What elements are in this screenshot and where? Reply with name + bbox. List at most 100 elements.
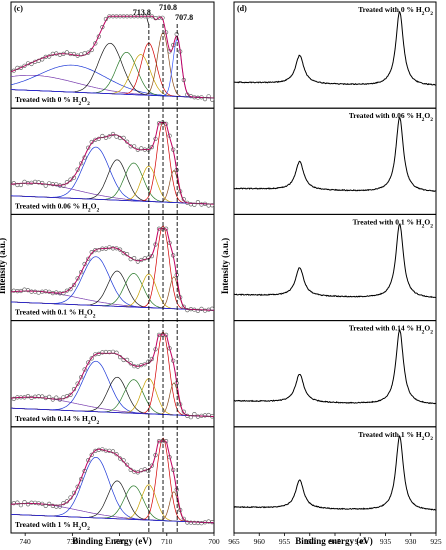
data-point xyxy=(199,202,204,207)
x-tick-label: 720 xyxy=(114,537,126,546)
data-point xyxy=(89,47,94,53)
data-point xyxy=(114,134,119,139)
data-point xyxy=(178,507,183,513)
data-point xyxy=(89,452,94,458)
data-point xyxy=(178,189,183,194)
panel-c-fe2p: Treated with 0 % H2O2 Treated with 0.06 %… xyxy=(10,1,220,546)
peak-annotation: 713.8 xyxy=(133,8,151,17)
data-point xyxy=(178,49,183,54)
panel-c-subplot: Treated with 1 % H2O2 xyxy=(10,426,215,534)
data-point xyxy=(11,288,16,293)
data-point xyxy=(149,356,154,362)
x-tick-label: 965 xyxy=(228,537,240,546)
data-point xyxy=(135,259,140,264)
data-point xyxy=(54,51,59,56)
component-peak xyxy=(11,376,215,417)
data-point xyxy=(25,502,31,507)
data-point xyxy=(93,248,98,253)
data-point xyxy=(25,61,31,66)
data-point xyxy=(156,226,162,231)
x-tick-label: 730 xyxy=(67,537,79,546)
fitted-envelope xyxy=(10,228,215,311)
series-label: Treated with 1 % H2O2 xyxy=(15,520,90,532)
x-tick-label: 940 xyxy=(355,537,367,546)
x-tick-label: 935 xyxy=(380,537,392,546)
data-point xyxy=(93,448,98,454)
data-point xyxy=(78,52,84,57)
panel-d-subplot: Treated with 0.1 % H2O2 xyxy=(233,213,437,322)
data-point xyxy=(178,295,183,300)
data-point xyxy=(15,182,20,188)
data-point xyxy=(68,177,73,182)
data-point xyxy=(86,458,91,463)
series-label: Treated with 1 % H2O2 xyxy=(358,430,433,442)
data-point xyxy=(146,359,151,364)
panel-d-subplot: Treated with 0 % H2O2 xyxy=(233,1,437,109)
data-point xyxy=(132,364,137,369)
data-point xyxy=(32,59,38,64)
data-point xyxy=(57,52,63,57)
data-point xyxy=(50,397,55,402)
data-point xyxy=(132,469,137,474)
data-point xyxy=(135,147,140,152)
series-label: Treated with 0.06 % H2O2 xyxy=(349,111,433,123)
data-point xyxy=(188,94,193,99)
data-point xyxy=(11,501,16,506)
data-point xyxy=(121,458,126,463)
subplot-frame xyxy=(233,213,437,322)
data-point xyxy=(75,167,80,172)
spectrum-line xyxy=(233,116,436,192)
component-peak xyxy=(11,256,215,311)
component-peak xyxy=(11,42,215,99)
data-point xyxy=(117,247,123,252)
data-point xyxy=(25,181,31,186)
data-point xyxy=(164,30,169,35)
data-point xyxy=(50,503,55,509)
data-point xyxy=(107,245,112,250)
data-point xyxy=(185,413,190,419)
series-label: Treated with 0.1 % H2O2 xyxy=(353,217,434,229)
subplot-frame xyxy=(10,426,215,534)
data-point xyxy=(82,367,87,372)
data-point xyxy=(124,139,130,144)
data-point xyxy=(121,251,126,256)
data-point xyxy=(47,181,52,186)
data-point xyxy=(103,448,108,453)
data-point xyxy=(43,183,48,188)
data-point xyxy=(146,468,151,474)
data-point xyxy=(40,57,45,62)
data-point xyxy=(139,257,144,263)
background-line xyxy=(11,195,215,205)
spectrum-line xyxy=(233,223,436,299)
data-point xyxy=(178,402,183,407)
data-point xyxy=(192,412,197,417)
data-point xyxy=(156,332,162,338)
axis-labels: Binding Energy (eV) Binding energy (eV) … xyxy=(0,238,373,546)
data-point xyxy=(164,121,169,126)
data-point xyxy=(86,256,91,261)
peak-annotation: 707.8 xyxy=(175,13,193,22)
data-point xyxy=(210,97,215,102)
subplot-frame xyxy=(10,320,215,428)
data-point xyxy=(50,291,55,296)
data-point xyxy=(61,395,66,400)
data-point xyxy=(64,288,69,293)
data-point xyxy=(117,135,123,141)
subplot-frame xyxy=(233,1,437,109)
data-point xyxy=(25,394,31,399)
component-peak xyxy=(11,382,215,417)
component-peak xyxy=(11,331,215,417)
data-point xyxy=(96,34,101,39)
component-peak xyxy=(11,38,215,99)
data-point xyxy=(110,131,116,137)
data-point xyxy=(22,63,27,68)
data-point xyxy=(171,253,176,258)
fitted-envelope xyxy=(10,122,215,205)
data-point xyxy=(29,395,34,401)
x-tick-label: 710 xyxy=(161,537,173,546)
data-point xyxy=(174,167,179,173)
data-point xyxy=(174,487,179,492)
data-point xyxy=(153,136,158,141)
component-peak xyxy=(11,146,215,205)
data-point xyxy=(174,381,179,386)
